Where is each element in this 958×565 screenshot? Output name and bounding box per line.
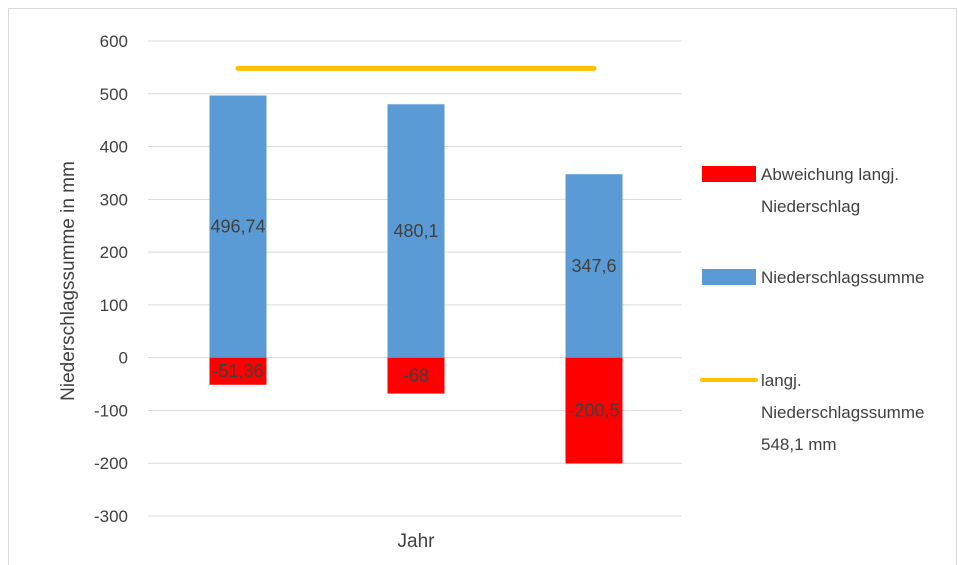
chart-border	[8, 8, 957, 565]
bar-niederschlagssumme	[565, 174, 623, 358]
legend-label: Niederschlagssumme	[761, 403, 924, 422]
y-tick-label: 0	[119, 349, 128, 368]
data-label-abweichung: -200,5	[568, 401, 619, 421]
legend-label: Abweichung langj.	[761, 165, 899, 184]
y-tick-label: -100	[94, 401, 128, 420]
y-tick-label: 600	[100, 32, 128, 51]
y-tick-label: 200	[100, 243, 128, 262]
data-label-abweichung: -51,36	[212, 361, 263, 381]
legend-label: langj.	[761, 371, 802, 390]
y-tick-label: -200	[94, 454, 128, 473]
y-tick-label: 400	[100, 138, 128, 157]
y-axis-title: Niederschlagssumme in mm	[58, 161, 79, 401]
bar-abweichung	[565, 357, 623, 464]
data-labels: 496,74 480,1 347,6 -51,36 -68 -200,5	[210, 217, 619, 421]
x-axis-title: Jahr	[398, 531, 436, 552]
legend: Abweichung langj. Niederschlag Niederschla…	[700, 165, 924, 454]
legend-label: Niederschlagssumme	[761, 268, 924, 287]
bar-niederschlagssumme	[387, 104, 445, 358]
data-label-abweichung: -68	[403, 366, 429, 386]
legend-swatch	[702, 269, 756, 285]
y-tick-label: 300	[100, 190, 128, 209]
data-label-niederschlagssumme: 496,74	[210, 217, 265, 237]
data-label-niederschlagssumme: 480,1	[393, 221, 438, 241]
data-label-niederschlagssumme: 347,6	[571, 256, 616, 276]
legend-label: 548,1 mm	[761, 435, 837, 454]
legend-swatch	[702, 166, 756, 182]
y-tick-label: 500	[100, 85, 128, 104]
y-tick-label: -300	[94, 507, 128, 526]
y-tick-labels: 600 500 400 300 200 100 0 -100 -200 -300	[94, 32, 128, 526]
bar-abweichung	[387, 357, 445, 394]
legend-label: Niederschlag	[761, 197, 860, 216]
bar-niederschlagssumme	[209, 95, 267, 358]
bars	[209, 95, 623, 464]
y-tick-label: 100	[100, 296, 128, 315]
bar-abweichung	[209, 357, 267, 385]
